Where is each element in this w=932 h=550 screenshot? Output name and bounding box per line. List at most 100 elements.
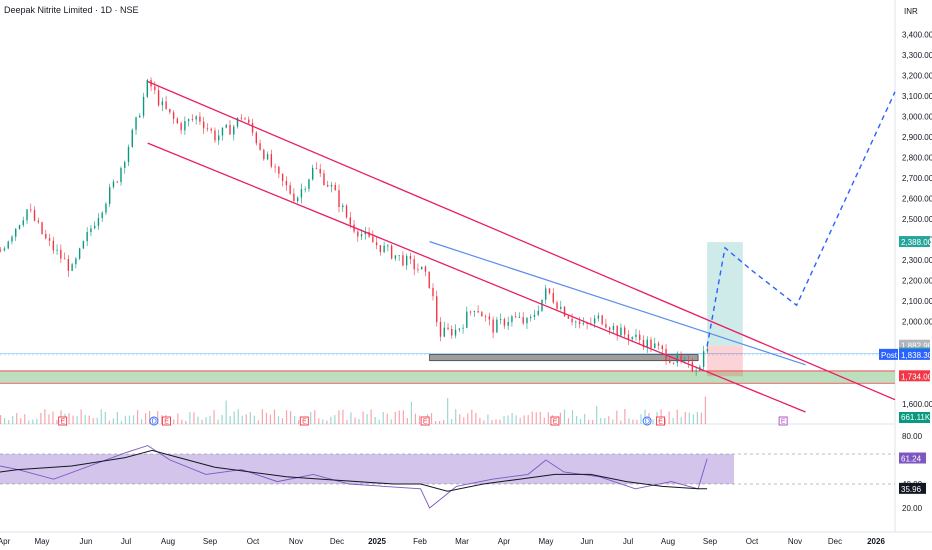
candle-body [593,318,596,324]
volume-bar [128,415,131,424]
price-badge [899,236,930,248]
volume-bar [592,419,594,424]
candle-body [56,249,58,251]
volume-bar [620,420,622,424]
candle-body [522,317,524,324]
volume-bar [366,413,368,424]
candle-body [511,316,513,323]
candle-body [601,315,603,325]
time-tick-label: Jul [623,537,633,546]
time-tick-label: Dec [330,537,344,546]
candle-body [101,212,103,219]
volume-bar [434,420,437,424]
volume-bar [414,413,417,424]
candle-body [616,326,618,336]
volume-bar [52,411,54,424]
volume-bar [700,412,702,424]
volume-bar [704,396,707,424]
volume-bar [386,413,388,424]
candle-body [458,328,460,330]
volume-bar [406,418,408,424]
time-tick-label: Aug [661,537,675,546]
candle-body [244,118,246,120]
price-tick-label: 3,300.00 [902,51,932,60]
candle-body [481,312,483,317]
price-badge-label: 1,882.90 [901,342,932,351]
candle-body [142,96,145,116]
volume-bar [80,409,82,424]
volume-bar [100,409,102,424]
volume-bar [56,420,58,424]
volume-bar [612,419,614,424]
candle-body [278,166,280,174]
volume-bar [76,416,78,424]
candle-body [413,259,415,270]
candle-body [206,128,209,130]
volume-bar [475,412,477,424]
event-marker-label: E [302,419,307,426]
volume-bar [112,418,114,424]
earnings-marker [420,416,430,426]
candle-body [484,316,487,318]
candle-body [191,119,194,120]
candle-body [63,258,66,260]
time-tick-label: Sep [203,537,218,546]
candle-body [605,324,607,328]
candle-body [669,360,671,363]
price-tick-label: 2,800.00 [902,153,932,162]
candle-body [22,220,24,226]
candle-body [620,327,622,336]
volume-bar [298,419,300,424]
candle-body [18,225,21,229]
candle-body [274,166,276,168]
candle-body [654,343,656,349]
candle-body [507,322,509,326]
earnings-marker [162,416,171,426]
time-tick-label: Oct [746,537,759,546]
volume-bar [177,413,179,424]
candle-body [443,327,445,337]
candle-body [285,180,288,186]
time-tick-label: Aug [161,537,175,546]
earnings-marker [778,416,788,426]
volume-bar [382,412,384,424]
price-tick-label: 2,600.00 [902,195,932,204]
candle-body [311,167,314,180]
volume-bar [410,401,413,424]
earnings-marker [58,416,68,426]
channel-upper-line [147,80,896,401]
time-tick-label: Apr [0,537,11,546]
volume-bar [330,416,332,424]
candle-body [135,117,137,130]
candle-body [379,245,382,253]
candle-body [105,203,107,213]
candle-body [439,322,442,337]
candle-body [218,135,220,141]
volume-bar [32,419,34,424]
candle-body [657,343,660,346]
candle-body [357,231,359,237]
volume-bar [28,420,30,424]
candle-body [33,210,36,221]
post-label: Post [881,351,898,360]
candle-body [225,124,227,128]
candle-body [124,162,126,168]
time-tick-label: Dec [828,537,842,546]
volume-bar [229,416,231,424]
volume-bar [209,415,211,424]
volume-bar [604,418,606,424]
candle-body [120,167,122,183]
volume-bar [696,411,698,424]
candle-body [680,355,682,361]
candle-body [402,255,404,266]
candle-body [496,319,498,333]
volume-bar [68,413,70,424]
volume-bar [370,409,372,424]
volume-bar [96,417,98,424]
candle-body [428,271,430,288]
candle-body [0,249,2,251]
candle-body [537,310,539,315]
time-tick-label: Jul [121,537,131,546]
candle-body [48,238,51,241]
